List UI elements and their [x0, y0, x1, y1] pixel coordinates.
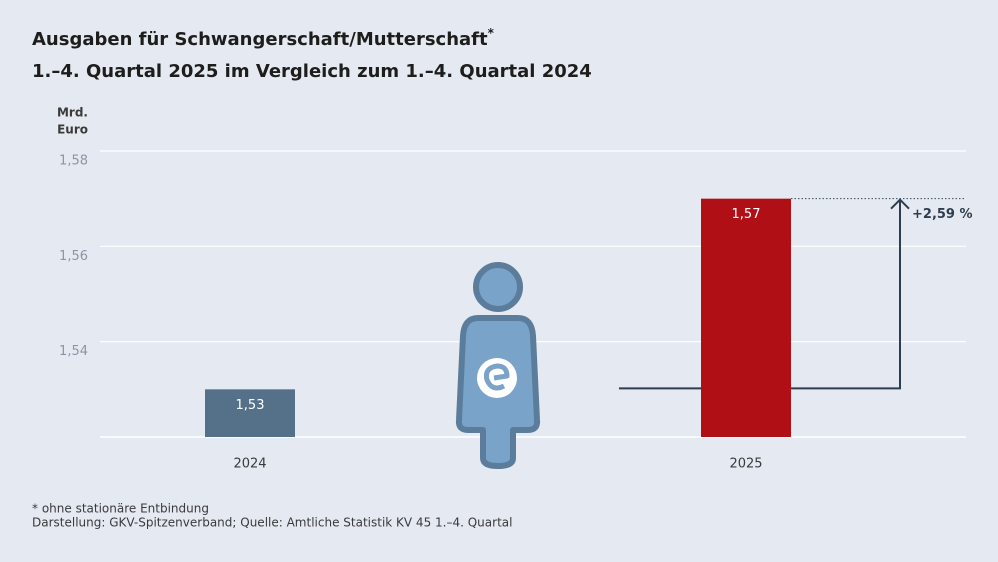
plot-area: 1,54 1,56 1,58 1,53 2024 1,57 2025 +2,59 %	[59, 150, 973, 472]
title-marker: *	[488, 26, 495, 40]
change-arrow	[619, 199, 901, 390]
footnote: * ohne stationäre Entbindung	[32, 502, 209, 516]
x-tick-label: 2024	[233, 457, 266, 472]
icon-logo	[484, 363, 510, 391]
arrow-head	[890, 198, 910, 210]
title-text: Ausgaben für Schwangerschaft/Mutterschaf…	[32, 29, 488, 50]
chart-subtitle: 1.–4. Quartal 2025 im Vergleich zum 1.–4…	[32, 61, 592, 82]
value-label: 1,57	[732, 207, 761, 222]
y-tick-label: 1,56	[59, 249, 88, 264]
y-axis-label: Mrd.	[57, 106, 88, 120]
x-tick-label: 2025	[729, 457, 762, 472]
icon-head	[473, 262, 523, 312]
value-label: 1,53	[236, 398, 265, 413]
source: Darstellung: GKV-Spitzenverband; Quelle:…	[32, 516, 512, 530]
y-tick-label: 1,54	[59, 344, 88, 359]
bar	[205, 389, 295, 437]
woman-icon	[455, 262, 541, 469]
change-annotation: +2,59 %	[912, 207, 973, 222]
bar	[701, 198, 791, 437]
y-axis-label: Euro	[57, 123, 88, 137]
chart-title: Ausgaben für Schwangerschaft/Mutterschaf…	[32, 26, 495, 51]
y-tick-label: 1,58	[59, 154, 88, 169]
